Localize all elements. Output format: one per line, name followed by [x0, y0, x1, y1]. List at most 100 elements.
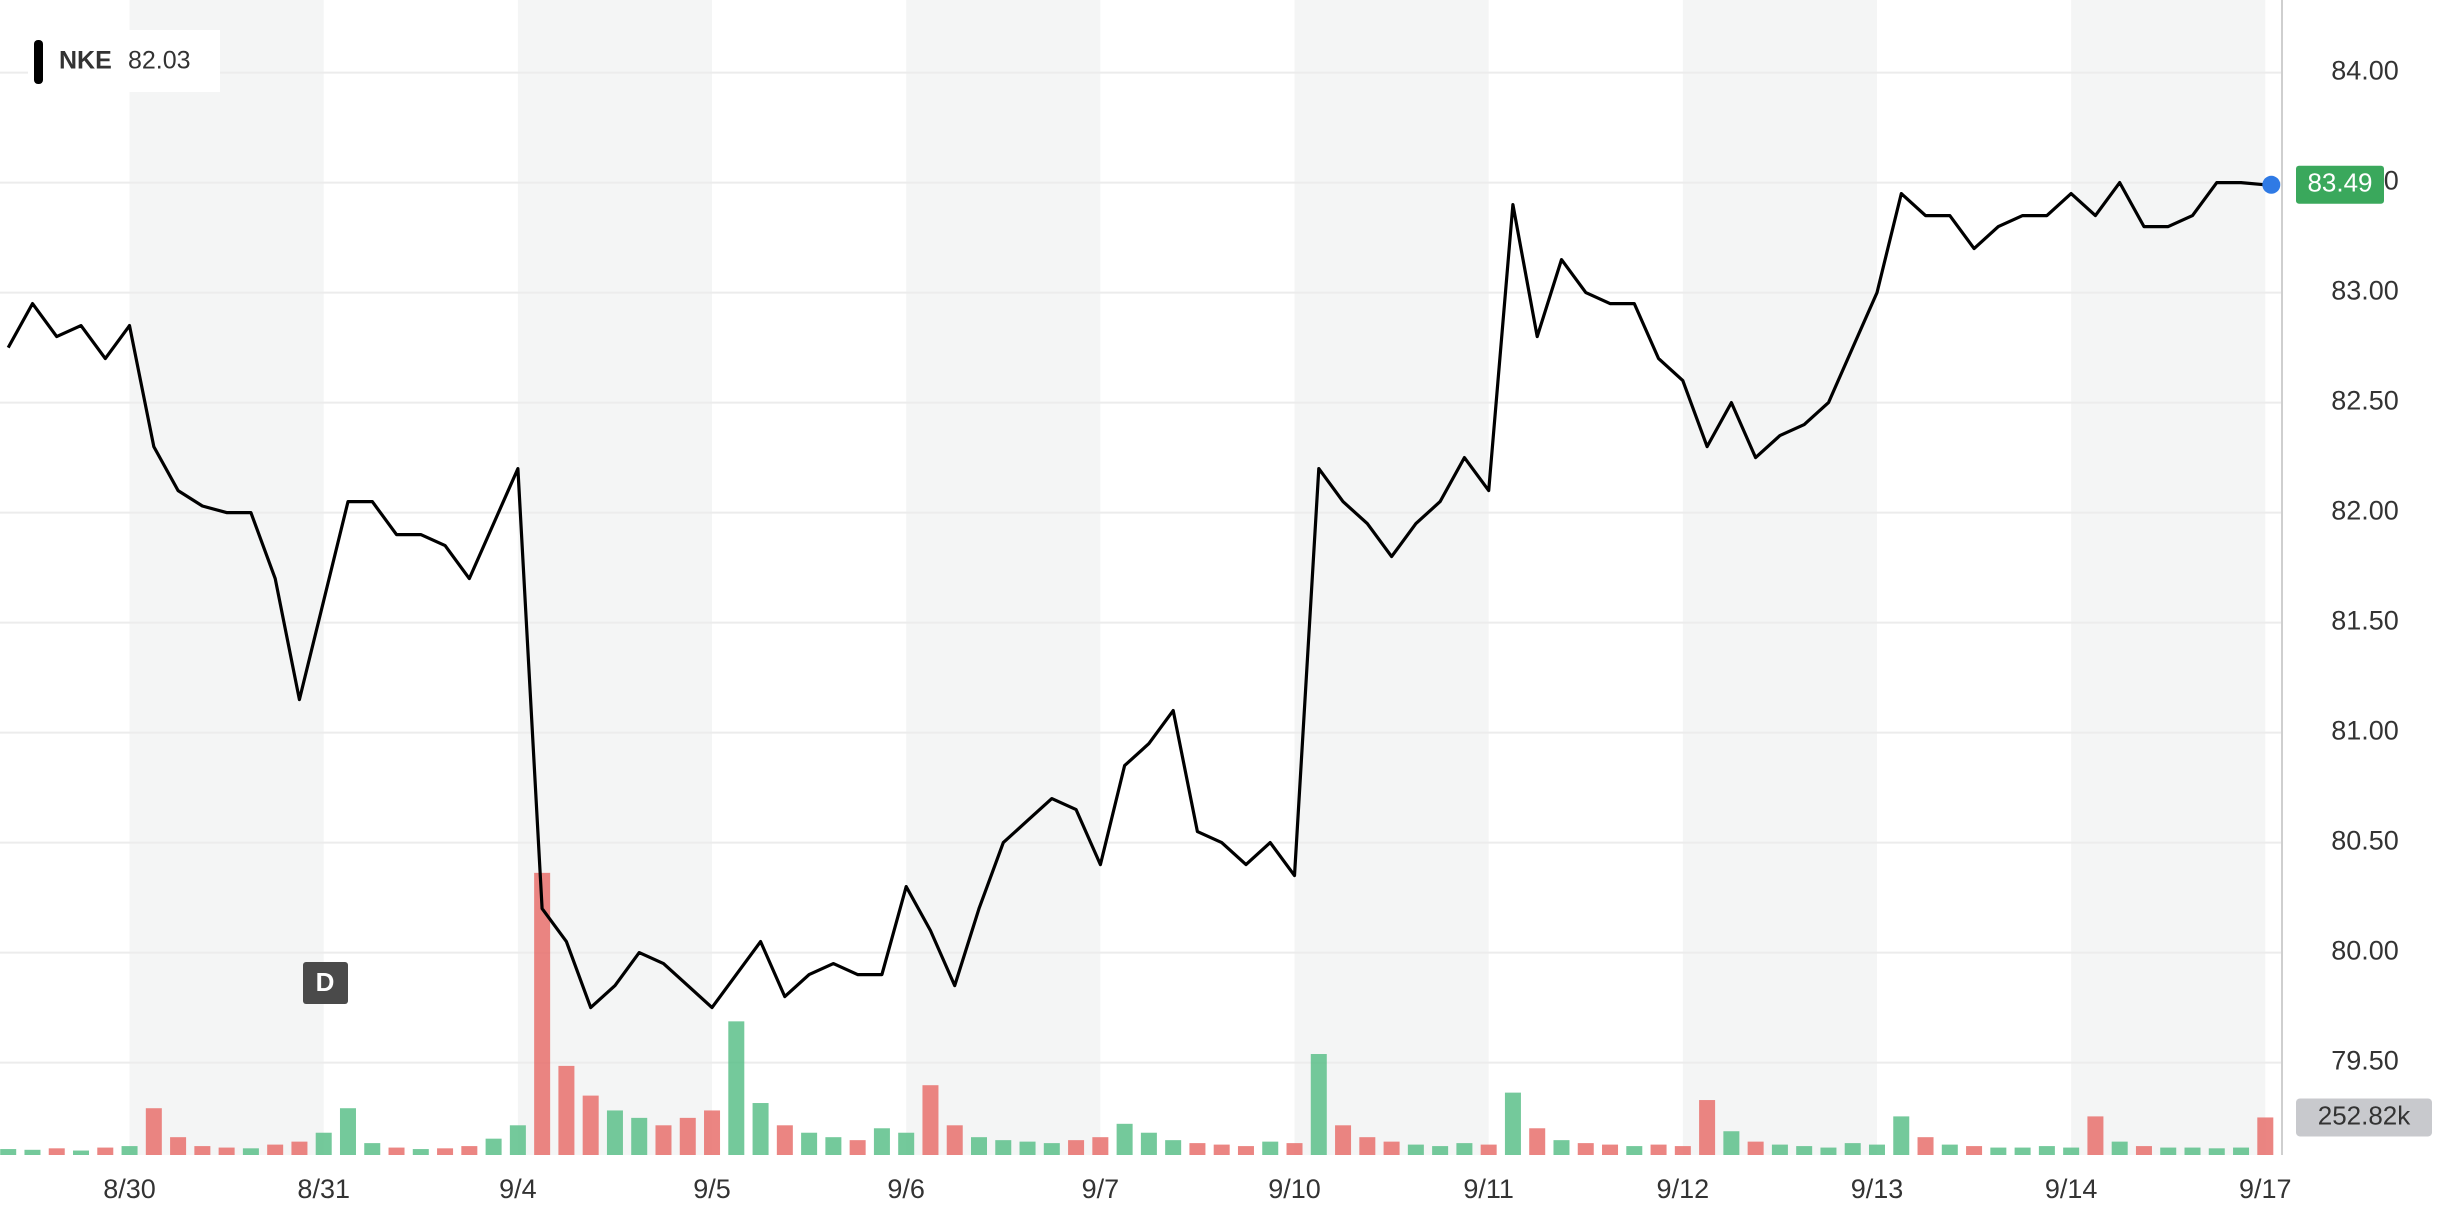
dividend-marker: D — [303, 962, 348, 1004]
y-tick-label: 80.50 — [2331, 826, 2399, 856]
legend-swatch — [34, 40, 43, 84]
volume-bar — [1966, 1146, 1983, 1155]
y-tick-label: 80.00 — [2331, 936, 2399, 966]
volume-bar — [24, 1149, 41, 1155]
volume-bar — [1092, 1137, 1109, 1155]
price-badge — [2296, 165, 2384, 204]
volume-bar — [315, 1132, 332, 1155]
volume-bar — [1747, 1141, 1764, 1155]
volume-bar — [2184, 1147, 2201, 1155]
volume-bar — [655, 1125, 672, 1155]
day-band — [517, 0, 713, 1155]
volume-bar — [412, 1149, 429, 1155]
volume-bar — [728, 1021, 745, 1155]
volume-bar — [267, 1144, 284, 1155]
volume-bar — [291, 1141, 308, 1155]
legend-symbol: NKE — [59, 47, 112, 75]
volume-bar — [0, 1149, 17, 1155]
volume-bar — [2160, 1147, 2177, 1155]
volume-bar — [461, 1146, 478, 1155]
x-tick-label: 9/17 — [2239, 1174, 2292, 1204]
volume-bar — [801, 1132, 818, 1155]
volume-bar — [704, 1110, 721, 1155]
volume-bar — [1310, 1054, 1327, 1155]
volume-bar — [2233, 1147, 2250, 1155]
volume-badge-text: 252.82k — [2318, 1100, 2412, 1130]
x-tick-label: 9/14 — [2045, 1174, 2098, 1204]
volume-bar — [679, 1117, 696, 1155]
volume-bar — [776, 1125, 793, 1155]
grid — [0, 71, 2282, 1064]
volume-bar — [1140, 1132, 1157, 1155]
volume-bar — [1626, 1146, 1643, 1155]
price-line — [6, 181, 2266, 1010]
volume-bar — [873, 1128, 890, 1155]
volume-bar — [218, 1147, 235, 1155]
volume-bar — [2014, 1147, 2031, 1155]
volume-bar — [1262, 1141, 1279, 1155]
volume-bar — [971, 1137, 987, 1155]
volume-bar — [582, 1095, 599, 1155]
volume-bar — [534, 872, 551, 1155]
volume-bar — [1553, 1140, 1570, 1155]
marker-box — [303, 962, 348, 1004]
volume-bar — [2063, 1147, 2080, 1155]
y-tick-label: 82.50 — [2331, 386, 2399, 416]
y-tick-label: 81.00 — [2331, 716, 2399, 746]
volume-bar — [1116, 1123, 1133, 1155]
volume-bar — [1213, 1144, 1230, 1155]
price-badge-text: 83.49 — [2307, 168, 2372, 198]
volume-bar — [1650, 1144, 1667, 1155]
volume-bar — [145, 1108, 162, 1155]
volume-bar — [631, 1117, 648, 1155]
day-band — [2071, 0, 2266, 1155]
last-point — [2262, 175, 2281, 194]
volume-bar — [339, 1108, 356, 1155]
volume-bar — [242, 1148, 259, 1155]
volume-bar — [1941, 1144, 1958, 1155]
volume-bar — [1529, 1128, 1546, 1155]
volume-bar — [2208, 1148, 2225, 1155]
y-tick-label: 82.00 — [2331, 496, 2399, 526]
volume-bar — [97, 1147, 114, 1155]
volume-bar — [849, 1140, 866, 1155]
x-tick-label: 8/30 — [103, 1174, 156, 1204]
x-tick-label: 9/11 — [1463, 1174, 1514, 1204]
volume-bar — [1820, 1147, 1837, 1155]
volume-bar — [558, 1065, 575, 1155]
legend-box — [28, 30, 220, 92]
x-tick-label: 9/13 — [1851, 1174, 1904, 1204]
volume-bar — [1068, 1140, 1085, 1155]
volume-bar — [1359, 1137, 1376, 1155]
volume-bar — [1189, 1143, 1206, 1155]
volume-bar — [1504, 1092, 1521, 1155]
volume-bar — [1480, 1144, 1497, 1155]
volume-bar — [995, 1140, 1012, 1155]
x-tick-label: 8/31 — [297, 1174, 350, 1204]
day-band — [129, 0, 324, 1155]
volume-bar — [1335, 1125, 1352, 1155]
day-band — [1682, 0, 1877, 1155]
volume-bar — [388, 1147, 405, 1155]
volume-bar — [2087, 1116, 2104, 1155]
volume-bar — [1237, 1146, 1254, 1155]
volume-bar — [1432, 1146, 1449, 1155]
volume-bar — [1407, 1144, 1424, 1155]
x-tick-label: 9/12 — [1657, 1174, 1710, 1204]
volume-bar — [437, 1148, 454, 1155]
volume-bar — [1796, 1146, 1813, 1155]
volume-bar — [1699, 1100, 1716, 1155]
plot — [6, 175, 2281, 1010]
x-tick-label: 9/5 — [693, 1174, 731, 1204]
volume-bar — [2111, 1141, 2128, 1155]
volume-bar — [922, 1085, 939, 1155]
x-tick-label: 9/7 — [1082, 1174, 1120, 1204]
volume-bar — [1771, 1144, 1788, 1155]
volume-bar — [1456, 1143, 1473, 1155]
volume-bar — [1602, 1144, 1619, 1155]
volume-bar — [1844, 1143, 1861, 1155]
volume-bar — [170, 1137, 187, 1155]
x-tick-label: 9/4 — [499, 1174, 537, 1204]
